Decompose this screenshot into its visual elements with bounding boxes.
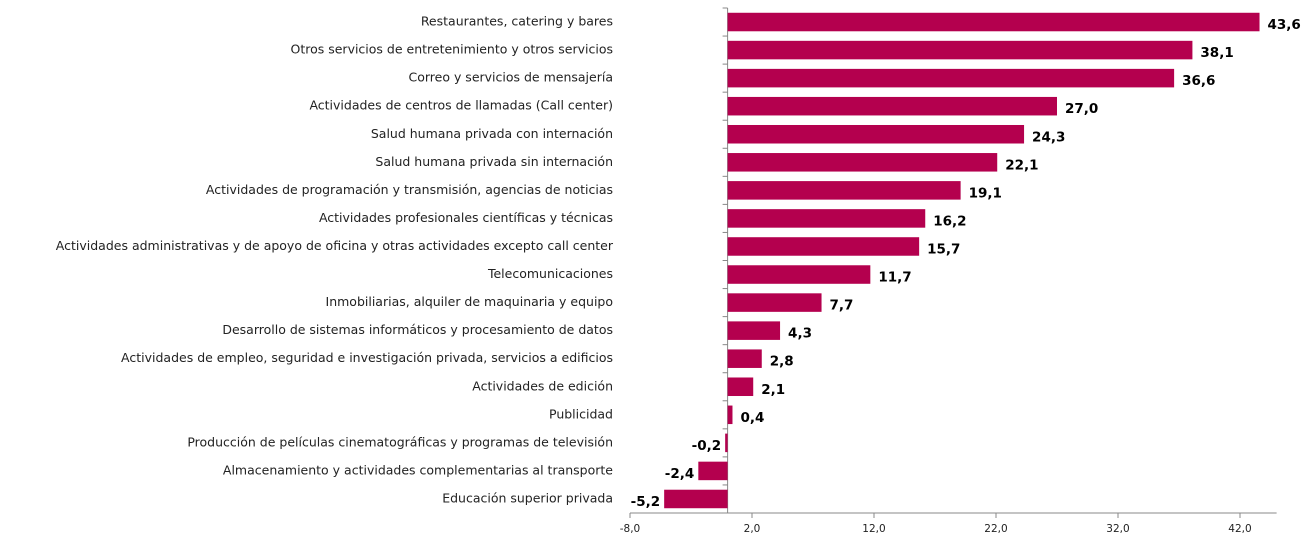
- value-label: 36,6: [1182, 73, 1215, 89]
- category-label: Actividades de edición: [472, 378, 613, 393]
- x-tick-label: 32,0: [1106, 523, 1129, 535]
- x-tick-label: -8,0: [620, 523, 641, 535]
- bar: [725, 433, 728, 453]
- x-tick-label: 42,0: [1228, 523, 1251, 535]
- bar: [727, 265, 871, 284]
- bar: [727, 377, 754, 397]
- value-label: 27,0: [1065, 101, 1098, 117]
- value-label: -0,2: [692, 438, 722, 454]
- value-label: 43,6: [1268, 17, 1301, 33]
- category-label: Restaurantes, catering y bares: [421, 14, 613, 29]
- category-label: Correo y servicios de mensajería: [408, 70, 613, 85]
- bar: [698, 461, 728, 481]
- category-label: Producción de películas cinematográficas…: [187, 434, 613, 449]
- bar: [727, 293, 822, 312]
- category-label: Otros servicios de entretenimiento y otr…: [290, 42, 613, 57]
- value-label: 16,2: [933, 213, 966, 229]
- bar: [727, 12, 1260, 32]
- category-label: Salud humana privada con internación: [371, 126, 613, 141]
- category-label: Actividades de programación y transmisió…: [206, 182, 613, 197]
- x-tick-label: 2,0: [744, 523, 761, 535]
- x-tick-label: 12,0: [862, 523, 885, 535]
- bar: [727, 321, 781, 340]
- category-label: Salud humana privada sin internación: [375, 154, 613, 169]
- category-label: Educación superior privada: [442, 490, 613, 505]
- bar: [727, 40, 1193, 60]
- value-label: 19,1: [969, 185, 1002, 201]
- value-label: 7,7: [830, 298, 854, 314]
- category-label: Actividades de centros de llamadas (Call…: [309, 98, 613, 113]
- bar: [727, 124, 1025, 144]
- value-label: 38,1: [1200, 45, 1233, 61]
- bar: [664, 489, 728, 509]
- category-label: Publicidad: [549, 406, 613, 421]
- value-label: 24,3: [1032, 129, 1065, 145]
- category-label: Actividades de empleo, seguridad e inves…: [121, 350, 613, 365]
- value-label: 15,7: [927, 241, 960, 257]
- bar: [727, 349, 762, 368]
- x-tick-label: 22,0: [984, 523, 1007, 535]
- bar: [727, 237, 920, 256]
- value-label: -2,4: [665, 466, 695, 482]
- bar: [727, 96, 1057, 116]
- value-label: 2,1: [761, 382, 785, 398]
- value-label: 2,8: [770, 354, 794, 370]
- value-label: -5,2: [631, 494, 661, 510]
- category-label: Actividades administrativas y de apoyo d…: [56, 238, 614, 253]
- bar: [727, 153, 998, 172]
- bar: [727, 209, 926, 228]
- category-label: Telecomunicaciones: [487, 266, 613, 281]
- value-label: 11,7: [878, 270, 911, 286]
- value-label: 4,3: [788, 326, 812, 342]
- bar: [727, 181, 961, 200]
- bar: [727, 68, 1175, 88]
- value-label: 22,1: [1005, 157, 1038, 173]
- category-label: Inmobiliarias, alquiler de maquinaria y …: [326, 294, 613, 309]
- value-label: 0,4: [740, 410, 764, 426]
- category-label: Actividades profesionales científicas y …: [319, 210, 613, 225]
- category-label: Desarrollo de sistemas informáticos y pr…: [222, 322, 613, 337]
- category-label: Almacenamiento y actividades complementa…: [223, 462, 613, 477]
- bar: [727, 405, 733, 425]
